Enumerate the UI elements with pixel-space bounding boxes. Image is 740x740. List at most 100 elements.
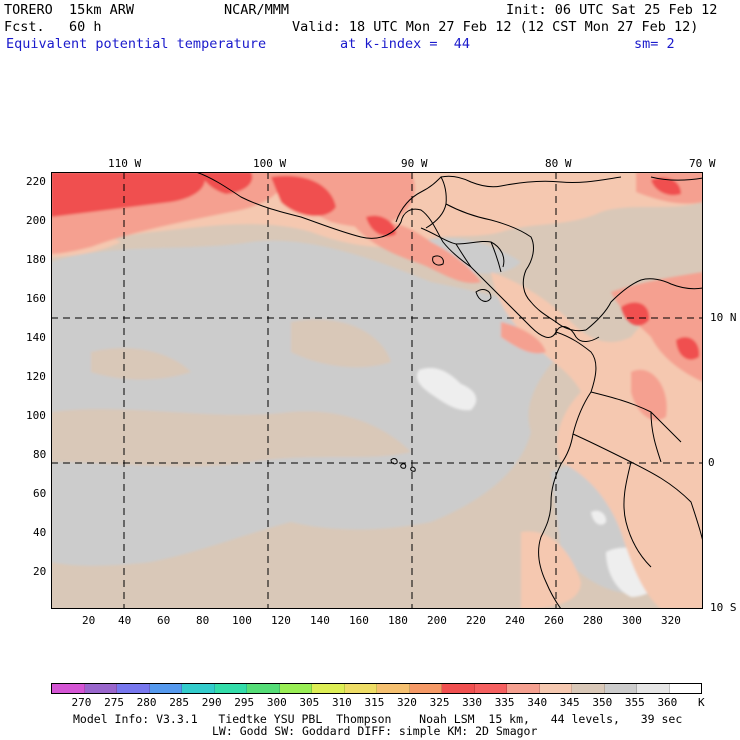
coastline-venezuela: [585, 278, 703, 331]
map-frame: [51, 172, 703, 609]
y-tick: 80: [33, 448, 47, 461]
legend-label: 320: [397, 696, 417, 709]
x-tick: 60: [157, 614, 171, 627]
legend-label: 275: [104, 696, 124, 709]
legend-label: 285: [169, 696, 190, 709]
color-legend-labels: 270 275 280 285 290 295 300 305 310 315 320 325 330 3…: [51, 696, 711, 709]
x-tick: 200: [427, 614, 447, 627]
x-tick: 300: [622, 614, 642, 627]
y-tick: 160: [26, 292, 46, 305]
red-zone: [676, 337, 700, 360]
coastline-gulf: [440, 175, 703, 188]
smoothing: sm= 2: [634, 36, 675, 52]
legend-swatch: [84, 684, 117, 693]
legend-swatch: [149, 684, 182, 693]
red-zone: [201, 172, 253, 194]
legend-swatch: [442, 684, 475, 693]
lon-label: 100 W: [253, 157, 287, 170]
red-zone: [51, 172, 205, 217]
x-tick: 20: [82, 614, 96, 627]
x-tick: 80: [196, 614, 210, 627]
tan-band: [291, 319, 391, 368]
valid-time: Valid: 18 UTC Mon 27 Feb 12 (12 CST Mon …: [292, 19, 699, 35]
gray-zone: [201, 288, 321, 331]
legend-swatch: [214, 684, 247, 693]
y-tick: 200: [26, 214, 46, 227]
lat-label: 10 S: [710, 601, 737, 614]
x-tick: 40: [118, 614, 132, 627]
x-tick: 100: [232, 614, 252, 627]
tan-band: [51, 409, 411, 467]
legend-label: 290: [201, 696, 222, 709]
gulf-of-fonseca: [432, 255, 444, 266]
x-tick: 280: [583, 614, 603, 627]
legend-swatch: [604, 684, 637, 693]
legend-label: 295: [234, 696, 255, 709]
lake-nicaragua: [475, 289, 492, 302]
salmon-zone: [631, 369, 667, 421]
legend-label: 360: [657, 696, 678, 709]
legend-swatch: [409, 684, 442, 693]
tan-band: [91, 348, 191, 380]
legend-swatch: [572, 684, 605, 693]
gray-zone: [51, 240, 571, 566]
model-info: Model Info: V3.3.1 Tiedtke YSU PBL Thomp…: [73, 712, 683, 726]
salmon-zone: [611, 272, 703, 382]
y-tick: 100: [26, 409, 46, 422]
galapagos: [390, 458, 416, 472]
red-zone: [366, 215, 396, 237]
border-peru: [623, 411, 662, 568]
salmon-zone: [501, 322, 546, 354]
y-tick: 120: [26, 370, 46, 383]
field-name: Equivalent potential temperature: [6, 36, 267, 52]
y-tick: 20: [33, 565, 47, 578]
lon-label: 80 W: [545, 157, 572, 170]
legend-label: 305: [299, 696, 320, 709]
legend-swatch: [474, 684, 507, 693]
legend-label: 325: [429, 696, 450, 709]
border-lines: [420, 227, 505, 273]
red-zone: [621, 302, 650, 326]
legend-swatch: [117, 684, 150, 693]
center-label: NCAR/MMM: [224, 2, 290, 18]
x-tick: 160: [349, 614, 369, 627]
legend-swatch: [344, 684, 377, 693]
legend-label: 345: [559, 696, 580, 709]
legend-swatch: [637, 684, 670, 693]
peach-zone: [491, 272, 703, 609]
legend-label: 355: [624, 696, 645, 709]
legend-swatch: [669, 684, 701, 693]
y-tick: 60: [33, 487, 47, 500]
physics-info: LW: Godd SW: Goddard DIFF: simple KM: 2D…: [212, 724, 538, 738]
lat-label: 10 N: [710, 311, 737, 324]
legend-swatch: [247, 684, 280, 693]
legend-label: 280: [136, 696, 157, 709]
legend-label: 270: [71, 696, 92, 709]
level-index: at k-index = 44: [340, 36, 471, 52]
x-tick: 240: [505, 614, 525, 627]
legend-swatch: [507, 684, 540, 693]
lon-label: 110 W: [108, 157, 142, 170]
lon-label: 70 W: [689, 157, 716, 170]
legend-label: 315: [364, 696, 385, 709]
x-tick: 260: [544, 614, 564, 627]
red-zone: [271, 175, 336, 217]
legend-label: 330: [462, 696, 483, 709]
x-tick: 180: [388, 614, 408, 627]
y-tick: 180: [26, 253, 46, 266]
y-tick: 220: [26, 175, 46, 188]
x-tick: 140: [310, 614, 330, 627]
peach-zone: [521, 531, 581, 609]
coastline-south-america: [538, 331, 597, 609]
y-tick: 40: [33, 526, 47, 539]
x-tick: 220: [466, 614, 486, 627]
legend-label: 350: [592, 696, 613, 709]
legend-swatch: [182, 684, 215, 693]
y-tick: 140: [26, 331, 46, 344]
legend-swatch: [52, 684, 85, 693]
light-patch: [416, 367, 477, 411]
legend-unit: K: [698, 696, 705, 709]
legend-label: 310: [331, 696, 352, 709]
legend-label: 335: [494, 696, 515, 709]
x-tick: 320: [661, 614, 681, 627]
